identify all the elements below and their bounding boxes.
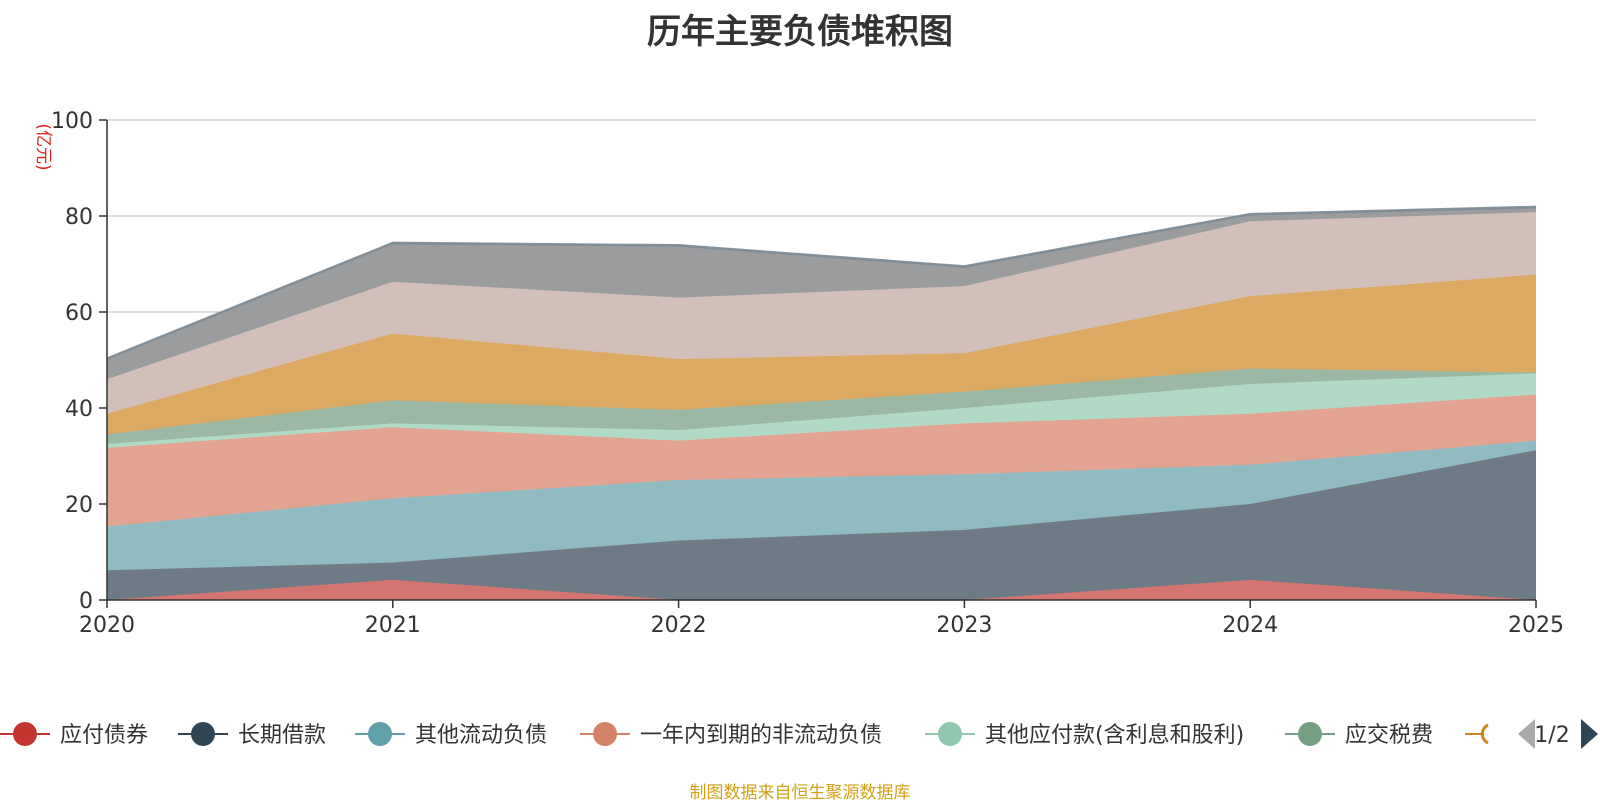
series-line-9 (106, 205, 1537, 359)
legend-marker-partial (1480, 723, 1489, 745)
legend-marker (1298, 722, 1322, 746)
x-tick-label: 2020 (79, 613, 135, 638)
legend-marker (938, 722, 962, 746)
legend-item[interactable]: 应付债券 (0, 722, 148, 748)
area-series-5 (107, 368, 1536, 444)
y-tick-label: 80 (65, 205, 93, 230)
area-series-2 (107, 440, 1536, 571)
x-tick-label: 2024 (1222, 613, 1278, 638)
area-series-3 (107, 394, 1536, 527)
x-tick-label: 2023 (936, 613, 992, 638)
legend-label: 一年内到期的非流动负债 (640, 723, 882, 748)
legend-label: 长期借款 (238, 723, 326, 748)
legend-marker (593, 722, 617, 746)
legend-item[interactable]: 其他流动负债 (355, 722, 547, 748)
legend-item[interactable]: 其他应付款(含利息和股利) (925, 722, 1244, 748)
legend-marker (368, 722, 392, 746)
area-series-0 (107, 579, 1536, 600)
area-series-7 (107, 212, 1536, 414)
legend-item[interactable]: 一年内到期的非流动负债 (580, 722, 882, 748)
y-tick-label: 0 (79, 589, 93, 614)
legend-marker (13, 722, 37, 746)
legend-item[interactable]: 应交税费 (1285, 722, 1433, 748)
legend-label: 其他流动负债 (415, 723, 547, 748)
legend-label: 应付债券 (60, 723, 148, 748)
area-series-1 (107, 450, 1536, 600)
area-layer (106, 205, 1537, 601)
legend: 应付债券 长期借款 其他流动负债 一年内到期的非流动负债 其他应付款(含利息和股利) 应交… (0, 719, 1598, 749)
x-tick-label: 2022 (651, 613, 707, 638)
triangle-right-icon[interactable] (1581, 719, 1598, 749)
axis-layer: 0 20 40 60 80 100 2020 2021 2022 2023 2024 2025 (51, 109, 1564, 638)
area-series-9 (107, 206, 1536, 360)
legend-page-indicator: 1/2 (1534, 723, 1569, 748)
area-series-4 (107, 373, 1536, 448)
y-tick-label: 100 (51, 109, 93, 134)
area-series-8 (107, 208, 1536, 380)
legend-label: 应交税费 (1345, 723, 1433, 748)
series-line-1 (106, 449, 1537, 571)
legend-label: 其他应付款(含利息和股利) (985, 723, 1244, 748)
y-tick-label: 40 (65, 397, 93, 422)
area-series-6 (107, 274, 1536, 435)
triangle-left-icon[interactable] (1518, 719, 1535, 749)
legend-marker (191, 722, 215, 746)
source-note: 制图数据来自恒生聚源数据库 (689, 783, 911, 803)
y-axis-unit-label: (亿元) (33, 123, 53, 170)
x-tick-label: 2021 (365, 613, 421, 638)
y-tick-label: 60 (65, 301, 93, 326)
y-tick-label: 20 (65, 493, 93, 518)
legend-item[interactable]: 长期借款 (178, 722, 326, 748)
chart-title: 历年主要负债堆积图 (647, 12, 953, 52)
x-tick-label: 2025 (1508, 613, 1564, 638)
